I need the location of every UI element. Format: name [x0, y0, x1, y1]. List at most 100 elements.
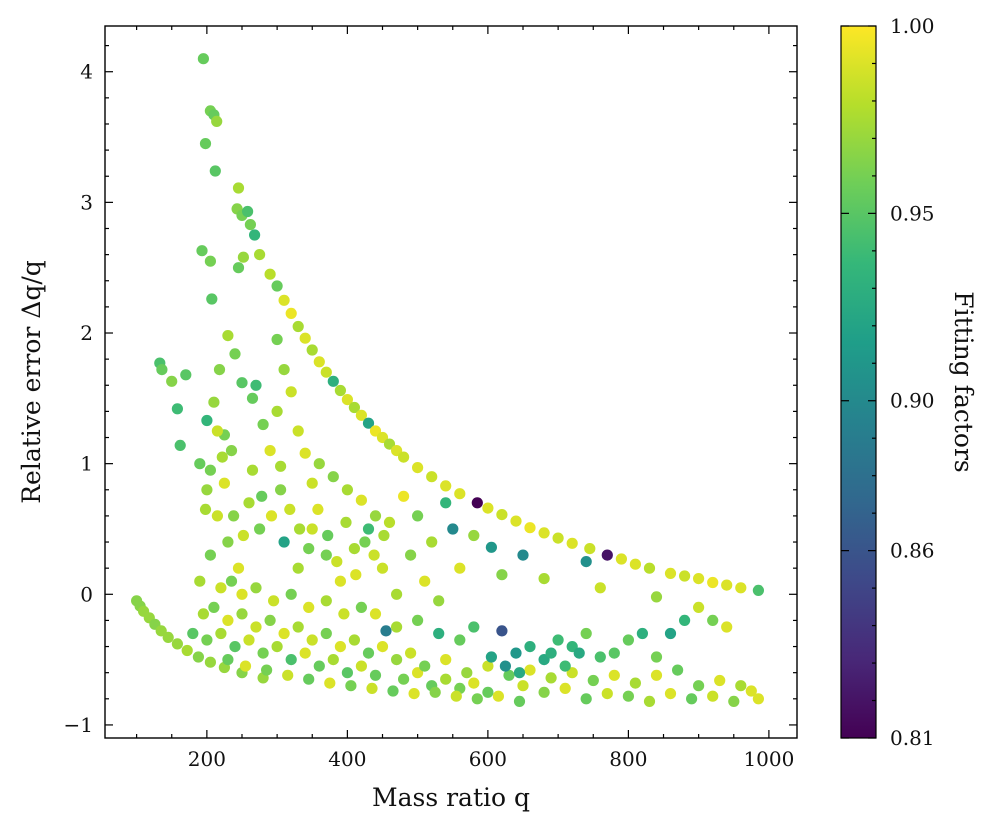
data-point: [201, 414, 213, 427]
data-point: [601, 688, 613, 700]
colorbar: [840, 25, 877, 739]
data-point: [380, 625, 392, 637]
data-point: [299, 447, 311, 459]
data-point: [285, 386, 297, 398]
data-point: [391, 588, 403, 600]
data-point: [450, 690, 462, 702]
data-point: [284, 503, 296, 515]
data-point: [580, 556, 592, 568]
data-point: [513, 667, 526, 679]
data-point: [341, 484, 353, 496]
data-point: [650, 591, 663, 603]
data-point: [225, 575, 238, 587]
data-point: [208, 601, 220, 614]
data-point: [246, 464, 259, 476]
data-point: [482, 660, 494, 672]
data-point: [391, 621, 403, 633]
data-point: [206, 293, 218, 305]
data-point: [222, 330, 234, 342]
data-point: [408, 688, 420, 700]
data-point: [211, 115, 223, 127]
data-point: [412, 462, 424, 474]
colorbar-tick-label: 0.90: [890, 389, 935, 413]
data-point: [468, 677, 480, 689]
data-point: [721, 621, 733, 633]
data-point: [664, 627, 677, 640]
data-point: [204, 255, 216, 267]
data-point: [320, 595, 332, 607]
data-point: [369, 510, 382, 522]
data-point: [366, 682, 378, 695]
data-point: [236, 377, 248, 389]
data-point: [552, 634, 564, 646]
data-point: [334, 384, 346, 397]
colorbar-label: Fitting factors: [949, 291, 978, 473]
data-point: [208, 396, 220, 408]
y-axis-label: Relative error Δq/q: [17, 260, 46, 504]
x-tick-label: 200: [188, 747, 226, 771]
data-point: [735, 582, 747, 594]
data-point: [454, 488, 466, 500]
data-point: [471, 693, 483, 705]
y-tick-label: 1: [80, 452, 93, 476]
data-point: [218, 477, 230, 489]
data-point: [426, 536, 438, 548]
data-point: [517, 549, 529, 561]
data-point: [306, 344, 318, 356]
data-point: [608, 647, 620, 659]
data-point: [412, 614, 424, 627]
data-point: [229, 348, 241, 360]
data-point: [237, 529, 249, 542]
data-point: [271, 405, 283, 417]
data-point: [271, 641, 283, 653]
data-point: [313, 356, 325, 368]
data-point: [331, 556, 343, 568]
data-point: [496, 569, 508, 581]
colorbar-tick-label: 0.95: [890, 201, 935, 225]
data-point: [622, 634, 635, 646]
data-point: [174, 439, 186, 451]
data-point: [204, 549, 216, 561]
data-point: [292, 562, 304, 574]
data-point: [461, 667, 473, 679]
data-point: [294, 523, 306, 535]
y-tick-label: 0: [80, 582, 93, 606]
data-point: [306, 634, 318, 646]
data-point: [693, 573, 705, 585]
data-point: [355, 494, 367, 506]
data-point: [707, 690, 719, 702]
data-point: [499, 660, 511, 672]
data-point: [239, 660, 252, 672]
data-point: [320, 549, 332, 561]
data-point: [355, 601, 367, 614]
data-point: [745, 685, 757, 697]
data-point: [180, 369, 192, 381]
data-point: [517, 680, 529, 692]
data-point: [496, 508, 508, 521]
data-point: [454, 634, 466, 646]
x-axis-label: Mass ratio q: [372, 783, 530, 812]
data-point: [278, 294, 290, 306]
y-tick-label: 4: [80, 60, 93, 84]
colorbar-tick-label: 0.81: [890, 726, 935, 750]
data-point: [264, 445, 276, 457]
y-tick-label: 2: [80, 321, 93, 345]
data-point: [345, 680, 357, 692]
data-point: [359, 536, 371, 548]
data-point: [303, 543, 315, 555]
colorbar-tick-label: 0.86: [890, 539, 935, 563]
data-point: [275, 460, 287, 472]
data-point: [306, 523, 318, 535]
data-point: [468, 529, 480, 542]
data-point: [222, 614, 234, 627]
data-point: [201, 634, 213, 646]
data-point: [376, 641, 389, 653]
data-point: [362, 647, 375, 659]
data-point: [608, 669, 620, 681]
data-point: [278, 364, 290, 376]
data-point: [278, 536, 290, 548]
data-point: [405, 647, 417, 659]
data-point: [629, 677, 642, 689]
data-point: [334, 641, 346, 653]
data-point: [250, 621, 262, 633]
